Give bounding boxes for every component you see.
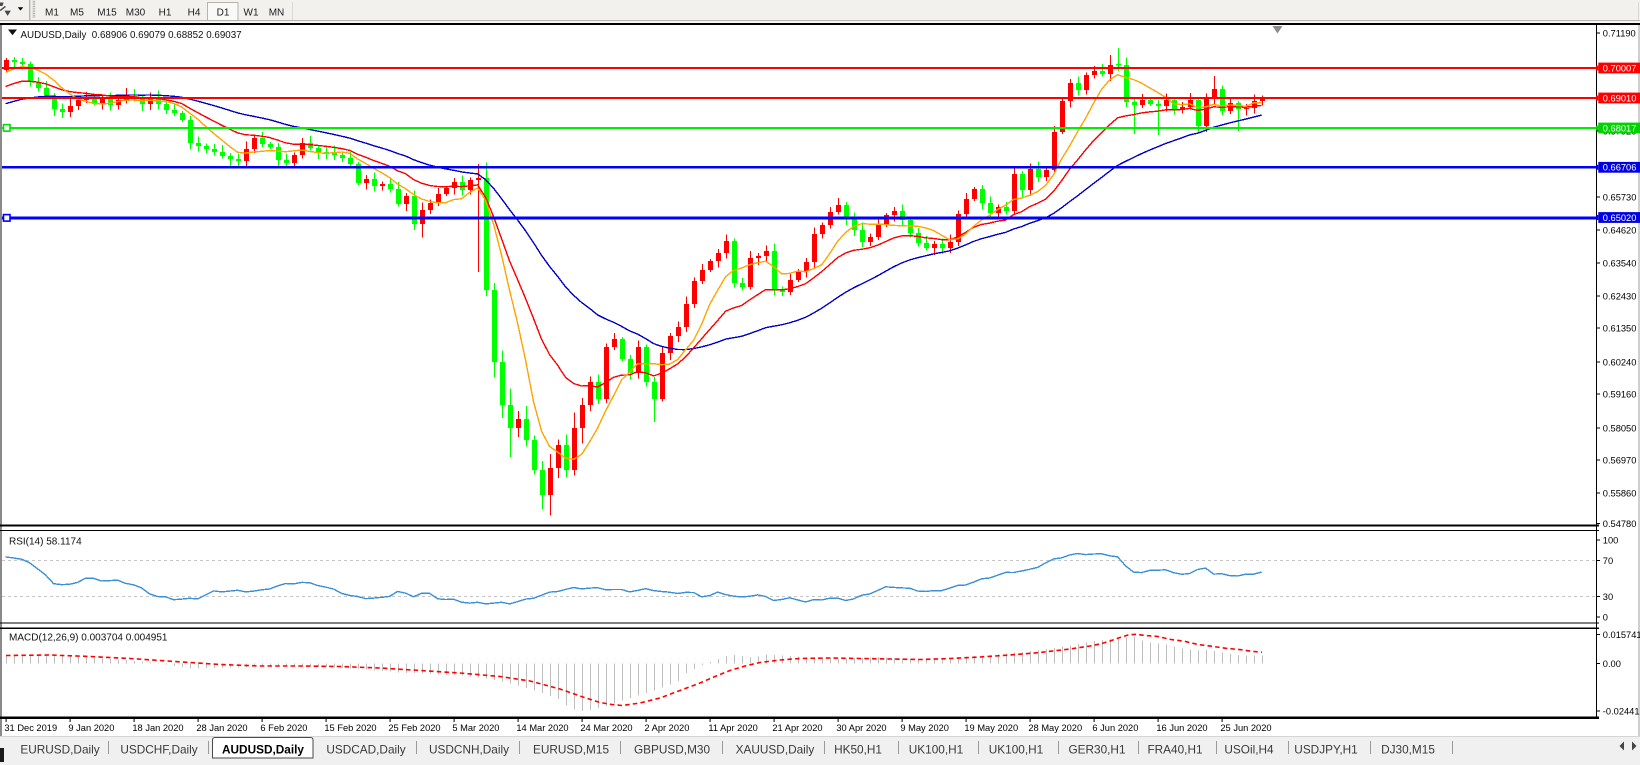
svg-text:25 Jun 2020: 25 Jun 2020 (1220, 723, 1271, 733)
svg-text:18 Jan 2020: 18 Jan 2020 (132, 723, 183, 733)
svg-text:USDCHF,Daily: USDCHF,Daily (120, 743, 197, 757)
svg-text:W1: W1 (244, 8, 259, 19)
svg-text:2 Apr 2020: 2 Apr 2020 (644, 723, 689, 733)
svg-text:25 Feb 2020: 25 Feb 2020 (388, 723, 440, 733)
svg-text:19 May 2020: 19 May 2020 (964, 723, 1018, 733)
svg-text:70: 70 (1603, 556, 1613, 566)
svg-text:HK50,H1: HK50,H1 (834, 743, 882, 757)
svg-text:-0.024412: -0.024412 (1603, 706, 1640, 716)
svg-text:15 Feb 2020: 15 Feb 2020 (324, 723, 376, 733)
svg-text:0.015741: 0.015741 (1603, 630, 1640, 640)
svg-text:0.61350: 0.61350 (1603, 323, 1637, 333)
svg-text:DJ30,M15: DJ30,M15 (1381, 743, 1435, 757)
svg-text:MN: MN (269, 8, 285, 19)
svg-text:USDCNH,Daily: USDCNH,Daily (429, 743, 509, 757)
svg-text:MACD(12,26,9) 0.003704 0.00495: MACD(12,26,9) 0.003704 0.004951 (9, 633, 168, 644)
svg-text:0.60240: 0.60240 (1603, 357, 1637, 367)
svg-text:0: 0 (1603, 612, 1608, 622)
svg-text:USDJPY,H1: USDJPY,H1 (1294, 743, 1357, 757)
svg-text:6 Feb 2020: 6 Feb 2020 (260, 723, 307, 733)
svg-text:USOil,H4: USOil,H4 (1224, 743, 1274, 757)
svg-text:RSI(14) 58.1174: RSI(14) 58.1174 (9, 537, 82, 548)
svg-text:31 Dec 2019: 31 Dec 2019 (4, 723, 57, 733)
svg-text:0.55860: 0.55860 (1603, 488, 1637, 498)
svg-text:24 Mar 2020: 24 Mar 2020 (580, 723, 632, 733)
svg-text:0.66706: 0.66706 (1603, 163, 1637, 173)
svg-text:28 May 2020: 28 May 2020 (1028, 723, 1082, 733)
svg-text:28 Jan 2020: 28 Jan 2020 (196, 723, 247, 733)
svg-text:100: 100 (1603, 535, 1619, 545)
svg-text:M15: M15 (97, 8, 117, 19)
svg-text:0.56970: 0.56970 (1603, 455, 1637, 465)
svg-text:M30: M30 (126, 8, 146, 19)
svg-text:11 Apr 2020: 11 Apr 2020 (708, 723, 757, 733)
svg-text:5 Mar 2020: 5 Mar 2020 (452, 723, 499, 733)
svg-text:H1: H1 (159, 8, 172, 19)
svg-text:UK100,H1: UK100,H1 (909, 743, 963, 757)
svg-text:21 Apr 2020: 21 Apr 2020 (772, 723, 822, 733)
svg-text:0.70007: 0.70007 (1603, 63, 1637, 73)
svg-text:16 Jun 2020: 16 Jun 2020 (1156, 723, 1207, 733)
svg-text:30: 30 (1603, 592, 1613, 602)
svg-text:0.00: 0.00 (1603, 659, 1621, 669)
svg-text:0.58050: 0.58050 (1603, 423, 1637, 433)
svg-text:M5: M5 (70, 8, 84, 19)
svg-text:0.62430: 0.62430 (1603, 291, 1637, 301)
svg-text:GER30,H1: GER30,H1 (1068, 743, 1125, 757)
svg-text:AUDUSD,Daily 0.68906 0.69079: AUDUSD,Daily 0.68906 0.69079 0.68852 0.6… (21, 30, 242, 41)
svg-text:GBPUSD,M30: GBPUSD,M30 (634, 743, 710, 757)
svg-text:14 Mar 2020: 14 Mar 2020 (516, 723, 568, 733)
svg-text:6 Jun 2020: 6 Jun 2020 (1092, 723, 1138, 733)
svg-text:USDCAD,Daily: USDCAD,Daily (326, 743, 405, 757)
svg-text:9 Jan 2020: 9 Jan 2020 (68, 723, 114, 733)
svg-text:0.69010: 0.69010 (1603, 93, 1637, 103)
svg-text:0.64620: 0.64620 (1603, 225, 1637, 235)
svg-text:H4: H4 (188, 8, 201, 19)
svg-text:EURUSD,Daily: EURUSD,Daily (20, 743, 99, 757)
svg-text:UK100,H1: UK100,H1 (989, 743, 1043, 757)
svg-text:FRA40,H1: FRA40,H1 (1147, 743, 1202, 757)
svg-text:0.68017: 0.68017 (1603, 123, 1637, 133)
svg-text:0.59160: 0.59160 (1603, 389, 1637, 399)
svg-text:XAUUSD,Daily: XAUUSD,Daily (736, 743, 815, 757)
svg-text:0.65020: 0.65020 (1603, 213, 1637, 223)
svg-text:D1: D1 (217, 8, 230, 19)
svg-text:30 Apr 2020: 30 Apr 2020 (836, 723, 886, 733)
svg-text:EURUSD,M15: EURUSD,M15 (533, 743, 609, 757)
svg-text:0.63540: 0.63540 (1603, 258, 1637, 268)
svg-text:M1: M1 (45, 8, 59, 19)
svg-text:0.65730: 0.65730 (1603, 192, 1637, 202)
svg-text:0.71190: 0.71190 (1603, 28, 1636, 38)
svg-text:AUDUSD,Daily: AUDUSD,Daily (222, 743, 304, 757)
svg-text:0.54780: 0.54780 (1603, 519, 1637, 529)
svg-text:9 May 2020: 9 May 2020 (900, 723, 949, 733)
